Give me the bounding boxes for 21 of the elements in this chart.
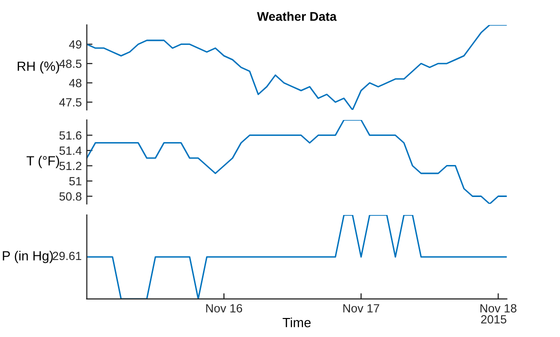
y-tick-label: 48.5 [59, 60, 82, 68]
y-axis-title: RH (%) [18, 61, 60, 74]
x-tick-label: Nov 17 [343, 304, 380, 312]
line-series [86, 120, 507, 204]
y-tick-label: 49 [69, 40, 82, 49]
text: 29.61 [52, 252, 82, 260]
y-tick-label: 51.6 [59, 131, 82, 140]
chart-title: Weather Data [256, 12, 337, 21]
x-axis-title: Time [282, 318, 311, 328]
y-tick-label: 51 [69, 177, 82, 186]
x-tick-label: Nov 16 [206, 304, 242, 312]
y-axis-title: P (in Hg) [2, 250, 53, 264]
text: 2015 [481, 315, 506, 324]
y-tick-label: 50.8 [59, 192, 82, 201]
x-tick-label: Nov 18 [480, 304, 516, 312]
y-tick-label: 48 [69, 78, 82, 88]
y-tick-label: 51.2 [59, 162, 82, 170]
y-tick-label: 51.4 [59, 146, 82, 155]
y-tick-label: 47.5 [59, 98, 82, 107]
y-axis-title: T (°F) [26, 156, 60, 168]
line-series [86, 24, 507, 110]
